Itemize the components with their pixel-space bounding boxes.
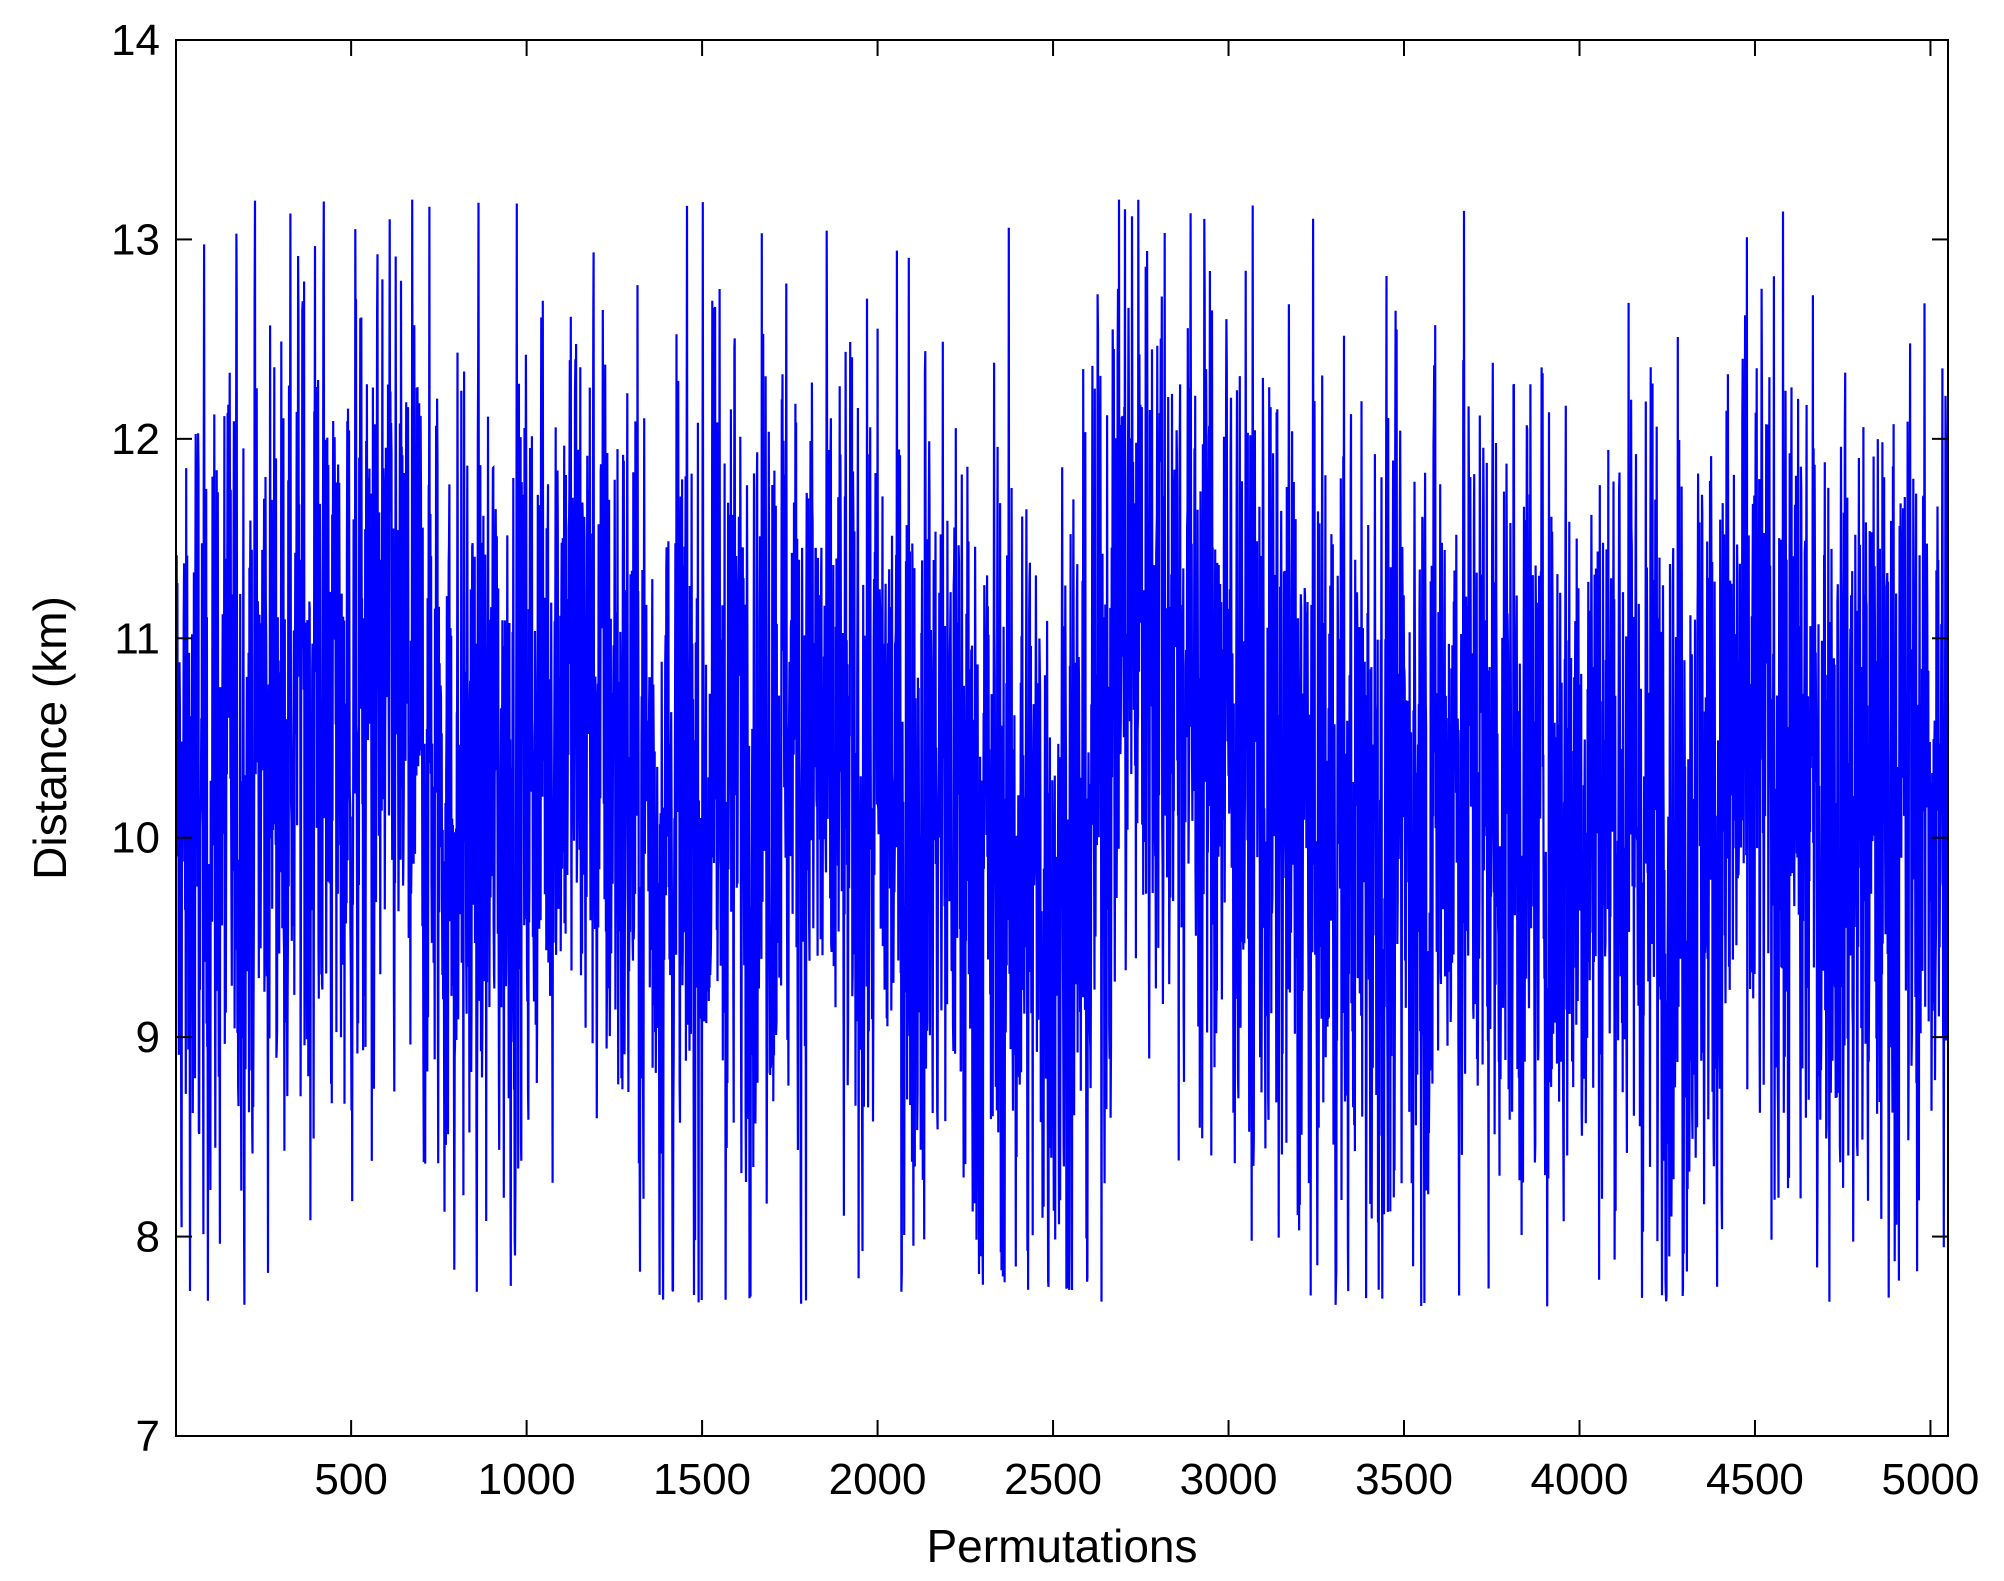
y-tick-label: 10 [111, 814, 160, 863]
y-tick-label: 7 [136, 1412, 160, 1461]
x-tick-label: 3500 [1355, 1455, 1453, 1504]
y-tick-label: 13 [111, 215, 160, 264]
x-tick-label: 4500 [1706, 1455, 1804, 1504]
ticklabel-layer: 500 1000 1500 2000 2500 3000 3500 4000 4500 5000 7… [111, 16, 1979, 1504]
x-tick-label: 2000 [829, 1455, 927, 1504]
y-tick-label: 9 [136, 1013, 160, 1062]
x-tick-label: 1500 [653, 1455, 751, 1504]
y-axis-title: Distance (km) [24, 596, 76, 880]
x-tick-label: 2500 [1004, 1455, 1102, 1504]
x-axis-title: Permutations [926, 1520, 1197, 1572]
x-tick-label: 500 [314, 1455, 387, 1504]
y-tick-label: 12 [111, 415, 160, 464]
y-tick-label: 14 [111, 16, 160, 65]
x-tick-label: 3000 [1180, 1455, 1278, 1504]
x-tick-label: 5000 [1882, 1455, 1980, 1504]
tick-layer [176, 39, 1948, 1437]
x-tick-label: 4000 [1531, 1455, 1629, 1504]
series-layer [174, 199, 1950, 1307]
y-tick-label: 11 [114, 614, 160, 663]
y-tick-label: 8 [136, 1213, 160, 1262]
plot-frame [175, 39, 1949, 1437]
series-line [174, 199, 1950, 1307]
x-tick-label: 1000 [478, 1455, 576, 1504]
